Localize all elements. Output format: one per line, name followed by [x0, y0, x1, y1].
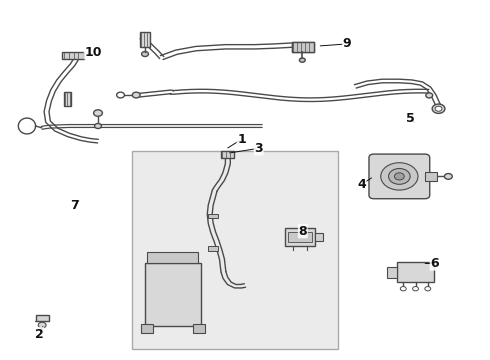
Circle shape [400, 287, 406, 291]
Text: 2: 2 [35, 328, 44, 341]
Circle shape [394, 173, 404, 180]
Circle shape [425, 287, 431, 291]
Circle shape [38, 322, 46, 328]
Circle shape [426, 93, 433, 98]
Bar [285, 228, 315, 246]
Circle shape [94, 110, 102, 116]
Text: 3: 3 [254, 142, 263, 155]
FancyBboxPatch shape [369, 154, 430, 199]
Bar [147, 252, 198, 263]
Circle shape [299, 58, 305, 62]
Text: 1: 1 [237, 133, 246, 146]
Bar [292, 42, 314, 52]
Bar [208, 246, 218, 251]
Bar [208, 214, 218, 218]
Bar [292, 42, 314, 52]
Bar [62, 52, 84, 59]
Circle shape [413, 287, 418, 291]
Circle shape [444, 174, 452, 179]
Bar [64, 92, 71, 106]
Bar [193, 324, 205, 333]
Text: 6: 6 [430, 257, 439, 270]
Circle shape [117, 92, 124, 98]
Bar [141, 324, 153, 333]
Text: 9: 9 [343, 37, 351, 50]
Bar [140, 32, 150, 47]
Circle shape [381, 163, 418, 190]
Bar [387, 267, 397, 278]
Circle shape [95, 123, 101, 129]
Bar [132, 151, 338, 349]
Text: 10: 10 [84, 46, 102, 59]
Text: 4: 4 [357, 178, 366, 191]
Circle shape [435, 106, 442, 111]
Circle shape [132, 92, 140, 98]
Bar [145, 263, 201, 326]
Bar [221, 151, 234, 158]
Circle shape [142, 51, 148, 57]
Text: 8: 8 [298, 225, 307, 238]
Circle shape [432, 104, 445, 113]
Bar [315, 233, 323, 241]
Bar [397, 262, 434, 282]
Bar [288, 232, 312, 242]
Text: 7: 7 [70, 199, 79, 212]
Bar [425, 172, 437, 181]
Text: 5: 5 [406, 112, 415, 125]
Circle shape [389, 168, 410, 184]
Bar [36, 315, 49, 321]
